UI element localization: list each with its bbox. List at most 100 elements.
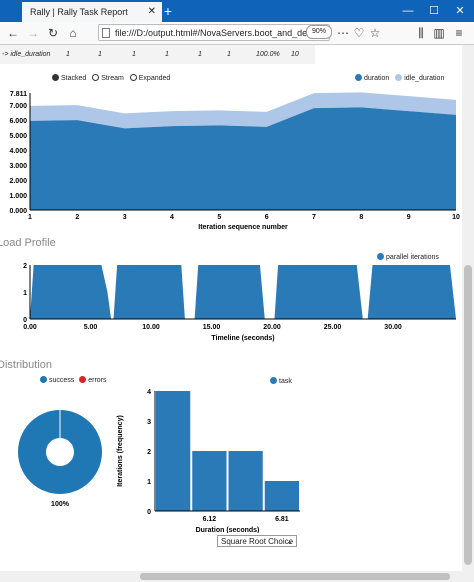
y-tick-label: 4.000 <box>9 148 27 155</box>
histogram-legend: task <box>270 377 292 387</box>
table-cell: 1 <box>132 51 136 58</box>
legend-success[interactable]: success <box>40 376 74 384</box>
load-profile-legend: parallel iterations <box>377 253 439 263</box>
minimize-icon[interactable]: — <box>402 5 414 17</box>
table-row: -> idle_duration 1 1 1 1 1 1 100.0% 10 <box>0 45 315 64</box>
scrollbar-thumb[interactable] <box>464 265 472 565</box>
legend-dot-icon <box>40 376 47 383</box>
duration-histogram: 0 1 2 3 4 6.12 6.81 Duration (seconds) Iteration… <box>117 389 300 533</box>
horizontal-scrollbar[interactable] <box>0 571 474 582</box>
reload-icon[interactable]: ↻ <box>47 26 59 40</box>
x-tick-label: 6.81 <box>275 516 289 523</box>
duration-area <box>30 107 456 210</box>
x-tick-label: 2 <box>75 214 79 221</box>
y-axis-label: Iterations (frequency) <box>117 415 124 487</box>
chevron-down-icon: ⌄ <box>286 537 293 546</box>
distribution-title: Distribution <box>0 359 53 371</box>
back-icon[interactable]: ← <box>7 26 19 40</box>
duration-stacked-chart: 0.000 1.000 2.000 3.000 4.000 5.000 6.000 7.000… <box>9 91 460 231</box>
y-tick-label: 1 <box>23 290 27 297</box>
x-tick-label: 10.00 <box>142 324 160 331</box>
x-tick-label: 25.00 <box>324 324 342 331</box>
success-donut-chart: 100% <box>18 410 102 508</box>
load-profile-title: Load Profile <box>0 237 56 249</box>
x-tick-label: 0.00 <box>23 324 37 331</box>
browser-tab[interactable]: Rally | Rally Task Report ✕ <box>22 2 162 22</box>
bookmark-star-icon[interactable]: ☆ <box>369 26 381 40</box>
scrollbar-thumb[interactable] <box>140 573 450 580</box>
sidebar-icon[interactable]: ▥ <box>433 26 445 40</box>
library-icon[interactable]: ⫼ <box>418 26 424 40</box>
pocket-icon[interactable]: ♡ <box>353 26 365 40</box>
table-cell: 10 <box>291 51 299 58</box>
vertical-scrollbar[interactable] <box>462 45 474 571</box>
home-icon[interactable]: ⌂ <box>69 26 77 40</box>
radio-filled-icon <box>52 74 59 81</box>
mode-stacked[interactable]: Stacked <box>52 74 86 82</box>
legend-task[interactable]: task <box>270 377 292 385</box>
y-tick-label: 0 <box>23 317 27 324</box>
x-tick-label: 15.00 <box>203 324 221 331</box>
close-window-icon[interactable]: ✕ <box>455 5 465 17</box>
parallel-iterations-area <box>30 265 456 319</box>
report-content: -> idle_duration 1 1 1 1 1 1 100.0% 10 S… <box>0 45 462 571</box>
radio-empty-icon <box>129 74 137 81</box>
zoom-indicator[interactable]: 90% <box>306 25 332 39</box>
mode-expanded[interactable]: Expanded <box>129 74 170 82</box>
table-cell: 1 <box>227 51 231 58</box>
close-tab-icon[interactable]: ✕ <box>147 6 156 17</box>
idle-duration-area <box>30 92 456 129</box>
legend-parallel-iterations[interactable]: parallel iterations <box>377 253 439 261</box>
x-tick-label: 9 <box>407 214 411 221</box>
y-tick-label: 1 <box>147 479 151 486</box>
y-tick-label: 2 <box>23 263 27 270</box>
y-tick-label: 1.000 <box>9 193 27 200</box>
menu-icon[interactable]: ≡ <box>455 26 463 40</box>
x-axis-label: Timeline (seconds) <box>211 335 274 342</box>
x-tick-label: 6 <box>265 214 269 221</box>
chart-mode-controls: Stacked Stream Expanded <box>52 74 170 84</box>
legend-duration[interactable]: duration <box>355 74 389 82</box>
x-tick-label: 1 <box>28 214 32 221</box>
bin-method-select[interactable]: Square Root Choice ⌄ <box>217 535 297 547</box>
x-tick-label: 10 <box>452 214 460 221</box>
x-tick-label: 20.00 <box>263 324 281 331</box>
forward-icon[interactable]: → <box>27 26 39 40</box>
distribution-legend: success errors <box>40 376 107 386</box>
x-tick-label: 5.00 <box>84 324 98 331</box>
table-cell: 100.0% <box>256 51 280 58</box>
x-tick-label: 4 <box>170 214 174 221</box>
row-label: -> idle_duration <box>2 51 51 58</box>
y-tick-label: 2.000 <box>9 178 27 185</box>
legend-dot-icon <box>377 253 384 260</box>
radio-empty-icon <box>92 74 100 81</box>
legend-errors[interactable]: errors <box>79 376 107 384</box>
table-cell: 1 <box>165 51 169 58</box>
histogram-bar <box>156 391 191 511</box>
y-tick-label: 6.000 <box>9 118 27 125</box>
table-cell: 1 <box>198 51 202 58</box>
maximize-icon[interactable]: ☐ <box>429 5 439 17</box>
x-tick-label: 7 <box>312 214 316 221</box>
navigation-bar: ← → ↻ ⌂ file:///D:/output.html#/NovaServ… <box>0 22 474 45</box>
url-bar[interactable]: file:///D:/output.html#/NovaServers.boot… <box>98 24 330 41</box>
legend-idle-duration[interactable]: idle_duration <box>395 74 444 82</box>
mode-stream[interactable]: Stream <box>92 74 124 82</box>
histogram-bar <box>192 451 227 511</box>
x-tick-label: 5 <box>217 214 221 221</box>
y-tick-label: 5.000 <box>9 133 27 140</box>
window-titlebar: Rally | Rally Task Report ✕ + — ☐ ✕ <box>0 0 474 22</box>
y-tick-label: 7.000 <box>9 103 27 110</box>
table-cell: 1 <box>66 51 70 58</box>
new-tab-icon[interactable]: + <box>163 3 173 19</box>
y-tick-label: 0.000 <box>9 208 27 215</box>
legend-dot-icon <box>355 74 362 81</box>
y-tick-label: 3.000 <box>9 163 27 170</box>
histogram-bar <box>228 451 263 511</box>
legend-dot-icon <box>270 377 277 384</box>
more-actions-icon[interactable]: ⋯ <box>337 26 349 40</box>
y-tick-label: 3 <box>147 419 151 426</box>
x-axis-label: Iteration sequence number <box>198 224 288 231</box>
y-tick-label: 4 <box>147 389 151 396</box>
